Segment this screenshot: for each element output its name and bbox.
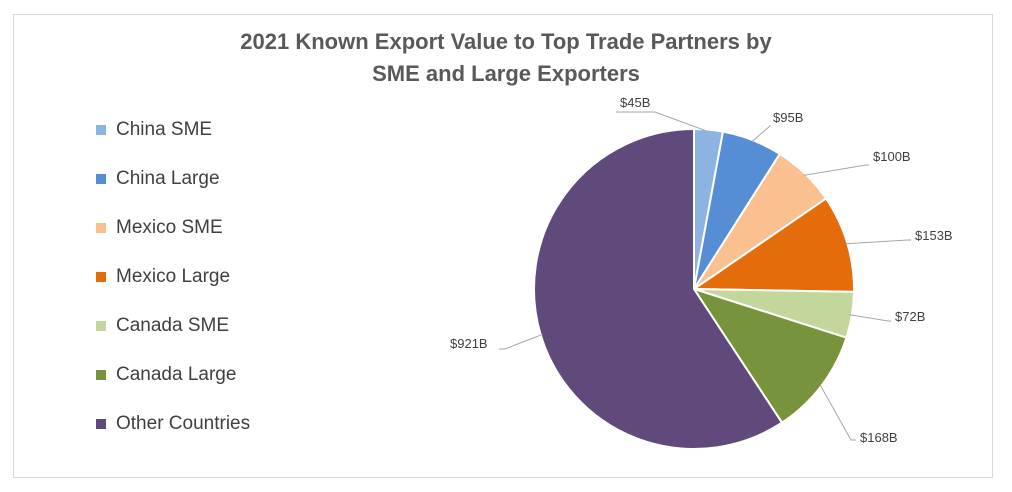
legend-item-other-countries: Other Countries	[96, 412, 250, 436]
chart-title-line-2: SME and Large Exporters	[372, 61, 640, 86]
legend-item-mexico-large: Mexico Large	[96, 265, 230, 289]
legend-item-mexico-sme: Mexico SME	[96, 216, 223, 240]
leader-line-canada-large	[819, 384, 856, 441]
data-label-other-countries: $921B	[450, 336, 488, 351]
legend-label-other-countries: Other Countries	[116, 413, 251, 434]
legend-label-mexico-sme: Mexico SME	[116, 217, 223, 238]
legend-item-canada-large: Canada Large	[96, 363, 236, 387]
legend-label-mexico-large: Mexico Large	[116, 266, 231, 287]
legend-item-china-sme: China SME	[96, 118, 212, 142]
legend-swatch-china-large	[96, 174, 106, 184]
pie-slice-mexico-large	[690, 197, 855, 293]
leader-line-mexico-sme	[803, 164, 869, 176]
legend-item-canada-sme: Canada SME	[96, 314, 229, 338]
legend-label-canada-large: Canada Large	[116, 364, 237, 385]
legend-label-china-large: China Large	[116, 168, 220, 189]
legend-item-china-large: China Large	[96, 167, 220, 191]
legend-swatch-canada-large	[96, 370, 106, 380]
leader-line-mexico-large	[845, 239, 911, 245]
leader-line-canada-sme	[849, 314, 891, 322]
legend-swatch-mexico-sme	[96, 223, 106, 233]
legend-swatch-mexico-large	[96, 272, 106, 282]
leader-line-china-sme	[616, 111, 709, 133]
legend-swatch-other-countries	[96, 419, 106, 429]
leader-line-china-large	[751, 125, 772, 143]
data-label-canada-large: $168B	[860, 430, 898, 445]
data-label-china-large: $95B	[773, 110, 803, 125]
legend-label-china-sme: China SME	[116, 119, 213, 140]
legend-swatch-canada-sme	[96, 321, 106, 331]
legend-swatch-china-sme	[96, 125, 106, 135]
data-label-mexico-sme: $100B	[873, 149, 911, 164]
leader-line-other-countries	[499, 333, 543, 350]
data-label-mexico-large: $153B	[915, 228, 953, 243]
data-label-canada-sme: $72B	[895, 309, 925, 324]
chart-title-line-1: 2021 Known Export Value to Top Trade Par…	[240, 29, 772, 54]
data-label-china-sme: $45B	[620, 95, 650, 110]
legend-label-canada-sme: Canada SME	[116, 315, 230, 336]
pie-slice-canada-large	[691, 287, 848, 425]
